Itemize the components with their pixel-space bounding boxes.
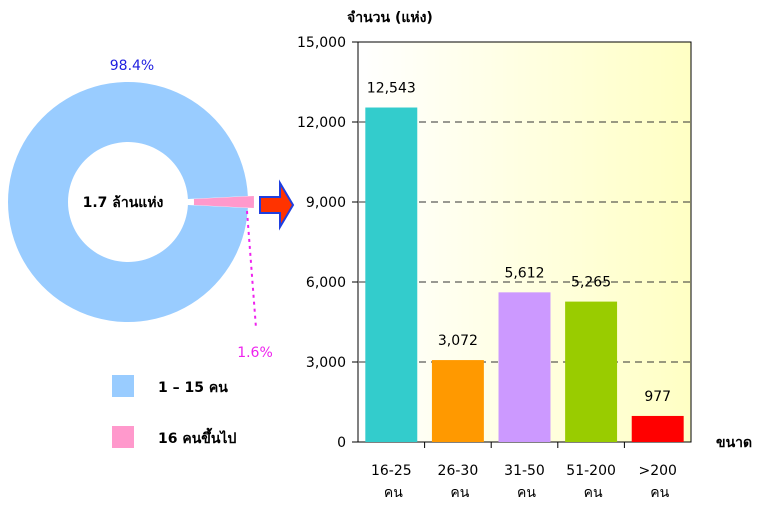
bar-value-label: 5,612	[504, 265, 544, 281]
x-tick-label: 16-25	[371, 463, 412, 479]
donut-slice-minor	[193, 195, 254, 209]
y-tick-label: 12,000	[297, 115, 346, 131]
y-tick-label: 6,000	[306, 275, 346, 291]
x-tick-label: >200	[638, 463, 676, 479]
x-tick-label-unit: คน	[517, 485, 536, 501]
arrow-right-icon	[259, 179, 295, 231]
donut-slice-major	[8, 82, 248, 322]
x-tick-label: 26-30	[438, 463, 479, 479]
bars	[365, 107, 684, 443]
bar	[365, 107, 418, 443]
x-tick-label-unit: คน	[650, 485, 669, 501]
donut-legend: 1 – 15 คน 16 คนขึ้นไป	[112, 375, 236, 448]
bar	[565, 301, 618, 442]
y-tick-label: 3,000	[306, 355, 346, 371]
bar	[498, 292, 551, 442]
donut-center-label: 1.7 ล้านแห่ง	[83, 195, 164, 211]
y-tick-label: 0	[337, 435, 346, 451]
legend-label-large-firms: 16 คนขึ้นไป	[158, 427, 236, 447]
x-tick-label: 51-200	[566, 463, 616, 479]
slice-label-major: 98.4%	[110, 58, 154, 74]
bar	[631, 415, 684, 442]
legend-swatch-small-firms	[112, 375, 134, 397]
legend-swatch-large-firms	[112, 426, 134, 448]
bar-value-label: 5,265	[571, 275, 611, 291]
y-axis-ticks: 0 3,000 6,000 9,000 12,000 15,000	[297, 35, 358, 451]
x-tick-label: 31-50	[504, 463, 545, 479]
bar-chart: 0 3,000 6,000 9,000 12,000 15,000 12,543 3,072…	[297, 10, 752, 501]
x-tick-label-unit: คน	[384, 485, 403, 501]
donut-chart: 1.7 ล้านแห่ง 98.4% 1.6%	[8, 58, 273, 361]
y-tick-label: 9,000	[306, 195, 346, 211]
x-axis-title: ขนาด	[716, 435, 752, 451]
y-tick-label: 15,000	[297, 35, 346, 51]
legend-label-small-firms: 1 – 15 คน	[158, 380, 228, 396]
x-tick-label-unit: คน	[450, 485, 469, 501]
y-axis-title: จำนวน (แห่ง)	[347, 10, 433, 26]
gridlines	[359, 121, 691, 363]
bar-value-label: 3,072	[438, 333, 478, 349]
x-axis-ticks: 16-25 คน 26-30 คน 31-50 คน 51-200 คน >200 คน	[371, 442, 677, 501]
bar-value-label: 977	[644, 389, 671, 405]
x-tick-label-unit: คน	[584, 485, 603, 501]
bar	[431, 360, 484, 442]
slice-label-minor: 1.6%	[237, 345, 273, 361]
leader-line	[246, 210, 257, 329]
bar-value-label: 12,543	[367, 81, 416, 97]
bar-value-labels: 12,543 3,072 5,612 5,265 977	[367, 81, 671, 405]
